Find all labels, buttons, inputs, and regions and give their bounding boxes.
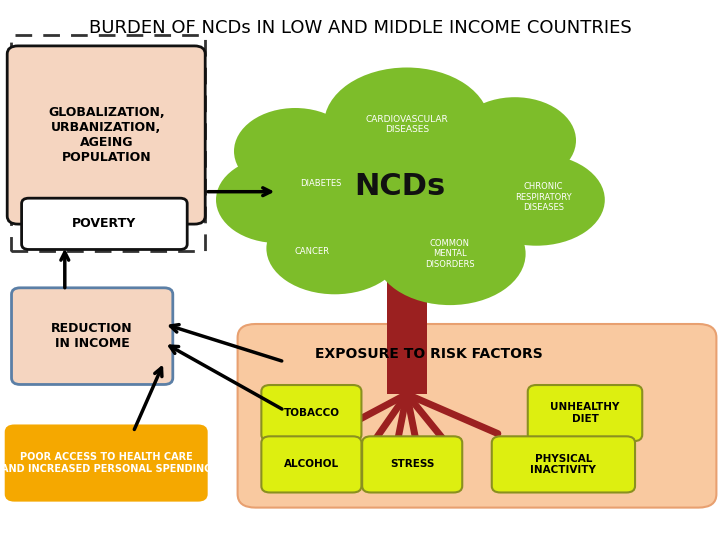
Ellipse shape: [410, 132, 562, 235]
FancyBboxPatch shape: [261, 385, 361, 441]
Ellipse shape: [374, 202, 526, 305]
FancyBboxPatch shape: [261, 436, 361, 492]
FancyBboxPatch shape: [7, 46, 205, 224]
Text: PHYSICAL
INACTIVITY: PHYSICAL INACTIVITY: [531, 454, 596, 475]
Ellipse shape: [295, 100, 518, 256]
Text: COMMON
MENTAL
DISORDERS: COMMON MENTAL DISORDERS: [426, 239, 474, 269]
Text: CANCER: CANCER: [294, 247, 329, 255]
Text: CARDIOVASCULAR
DISEASES: CARDIOVASCULAR DISEASES: [366, 114, 448, 134]
FancyBboxPatch shape: [6, 426, 207, 501]
Text: STRESS: STRESS: [390, 460, 434, 469]
Ellipse shape: [468, 154, 605, 246]
FancyBboxPatch shape: [238, 324, 716, 508]
Text: NCDs: NCDs: [354, 172, 445, 201]
FancyBboxPatch shape: [22, 198, 187, 249]
Ellipse shape: [454, 97, 576, 184]
Text: CHRONIC
RESPIRATORY
DISEASES: CHRONIC RESPIRATORY DISEASES: [516, 182, 572, 212]
FancyBboxPatch shape: [362, 436, 462, 492]
FancyBboxPatch shape: [492, 436, 635, 492]
Text: REDUCTION
IN INCOME: REDUCTION IN INCOME: [51, 322, 133, 350]
FancyBboxPatch shape: [12, 288, 173, 384]
Text: GLOBALIZATION,
URBANIZATION,
AGEING
POPULATION: GLOBALIZATION, URBANIZATION, AGEING POPU…: [48, 106, 164, 164]
Text: POOR ACCESS TO HEALTH CARE
AND INCREASED PERSONAL SPENDING: POOR ACCESS TO HEALTH CARE AND INCREASED…: [1, 453, 212, 474]
FancyBboxPatch shape: [528, 385, 642, 441]
Text: TOBACCO: TOBACCO: [284, 408, 339, 418]
Ellipse shape: [266, 202, 403, 294]
Ellipse shape: [324, 68, 490, 181]
Text: UNHEALTHY
DIET: UNHEALTHY DIET: [550, 402, 620, 424]
Ellipse shape: [252, 132, 403, 235]
Ellipse shape: [216, 157, 338, 243]
Text: DIABETES: DIABETES: [300, 179, 341, 188]
Text: ALCOHOL: ALCOHOL: [284, 460, 339, 469]
Text: BURDEN OF NCDs IN LOW AND MIDDLE INCOME COUNTRIES: BURDEN OF NCDs IN LOW AND MIDDLE INCOME …: [89, 19, 631, 37]
Ellipse shape: [234, 108, 356, 194]
Text: POVERTY: POVERTY: [72, 217, 137, 231]
Text: EXPOSURE TO RISK FACTORS: EXPOSURE TO RISK FACTORS: [315, 347, 542, 361]
FancyBboxPatch shape: [387, 262, 426, 394]
